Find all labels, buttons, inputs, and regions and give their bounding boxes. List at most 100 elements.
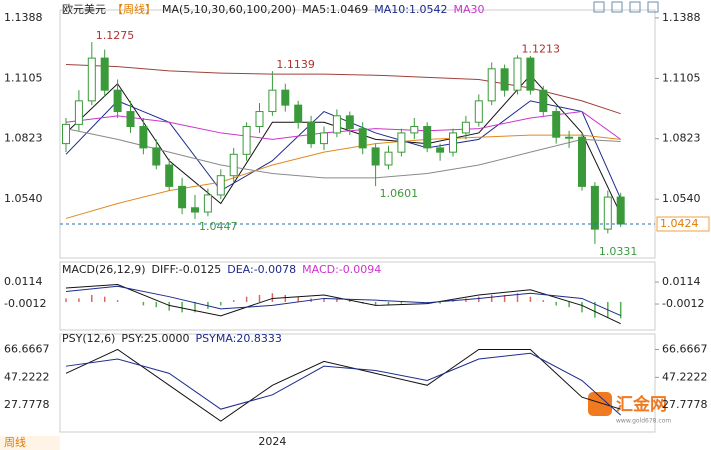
- candle-body: [565, 136, 574, 139]
- candle-body: [320, 132, 328, 145]
- moving-average: [65, 100, 622, 199]
- candle-body: [616, 196, 625, 225]
- candle-body: [578, 136, 586, 187]
- legend-entry: MA(5,10,30,60,100,200): [162, 3, 297, 16]
- low-label: 1.0331: [599, 245, 638, 258]
- y-tick-label: 1.0540: [4, 192, 43, 205]
- y-tick-label: 1.1105: [4, 71, 43, 84]
- legend-entry: DIFF:-0.0125: [151, 263, 222, 276]
- y-tick-label: 1.0823: [662, 132, 701, 145]
- candle-body: [552, 111, 561, 138]
- macd-header: MACD(26,12,9) DIFF:-0.0125 DEA:-0.0078 MACD…: [62, 263, 387, 276]
- legend-entry: PSYMA:20.8333: [195, 332, 282, 345]
- candle-body: [487, 68, 496, 102]
- candle-body: [539, 89, 548, 113]
- y-tick-label: 27.7778: [662, 398, 708, 411]
- high-label: 1.1275: [96, 29, 135, 42]
- dif-line: [65, 283, 621, 325]
- candle-body: [255, 111, 264, 128]
- candle-body: [474, 100, 483, 123]
- y-tick-label: 47.2222: [662, 370, 708, 383]
- psy-header: PSY(12,6) PSY:25.0000 PSYMA:20.8333: [62, 332, 288, 345]
- candle-body: [178, 185, 187, 209]
- main-panel: [59, 9, 656, 259]
- low-label: 1.0447: [199, 220, 238, 233]
- y-tick-label: 66.6667: [4, 342, 50, 355]
- psyma-line: [65, 352, 622, 416]
- last-price-label: 1.0424: [660, 217, 699, 230]
- last-price-box: [656, 216, 710, 232]
- y-tick-label: 0.0114: [4, 275, 43, 288]
- candle-body: [526, 57, 535, 91]
- candle-body: [603, 196, 612, 230]
- candle-body: [87, 57, 96, 102]
- high-label: 1.1213: [522, 42, 561, 55]
- macd-panel: [59, 261, 656, 331]
- candle-body: [423, 126, 432, 149]
- main-header: 欧元美元 【周线】 MA(5,10,30,60,100,200) MA5:1.0469…: [62, 1, 491, 17]
- footer: 周线: [4, 435, 26, 449]
- moving-average: [65, 134, 621, 219]
- y-tick-label: 1.1388: [662, 11, 701, 24]
- high-label: 1.1139: [276, 58, 315, 71]
- candle-body: [307, 121, 316, 145]
- candle-body: [294, 104, 303, 123]
- candle-body: [397, 132, 406, 153]
- candle-body: [332, 115, 341, 134]
- candle-body: [513, 57, 522, 91]
- candle-body: [449, 132, 457, 153]
- candle-body: [152, 147, 161, 166]
- legend-entry: MA10:1.0542: [374, 3, 448, 16]
- y-tick-label: 1.1105: [662, 71, 701, 84]
- legend-entry: DEA:-0.0078: [227, 263, 297, 276]
- candle-body: [165, 164, 174, 187]
- footer-bg: [0, 436, 60, 450]
- y-tick-label: 1.0540: [662, 192, 701, 205]
- candle-body: [74, 100, 83, 125]
- y-tick-label: 1.0823: [4, 132, 43, 145]
- candle-body: [268, 89, 277, 113]
- candle-body: [410, 126, 419, 134]
- candle-body: [139, 126, 148, 149]
- moving-average: [65, 74, 622, 215]
- x-tick-label: 2024: [258, 435, 286, 448]
- candle-body: [242, 126, 251, 155]
- y-tick-label: -0.0012: [662, 297, 704, 310]
- candle-body: [384, 151, 393, 166]
- moving-average: [65, 64, 621, 115]
- candle-body: [436, 147, 445, 153]
- candle-body: [345, 115, 354, 130]
- y-tick-label: 47.2222: [4, 370, 50, 383]
- legend-entry: MA5:1.0469: [302, 3, 369, 16]
- dea-line: [65, 285, 621, 316]
- candle-body: [126, 111, 135, 128]
- watermark-logo: [588, 392, 612, 416]
- candle-body: [461, 121, 470, 134]
- candle-body: [371, 147, 380, 166]
- watermark: 汇金网: [616, 394, 667, 415]
- candle-body: [500, 68, 509, 91]
- low-label: 1.0601: [380, 187, 419, 200]
- toolbar[interactable]: [593, 1, 659, 13]
- y-tick-label: 27.7778: [4, 398, 50, 411]
- y-tick-label: 66.6667: [662, 342, 708, 355]
- candle-body: [113, 89, 122, 113]
- legend-entry: MACD:-0.0094: [302, 263, 382, 276]
- watermark-url: www.gold678.com: [616, 418, 671, 425]
- candle-body: [590, 185, 599, 230]
- y-tick-label: 0.0114: [662, 275, 701, 288]
- candle-body: [229, 153, 238, 177]
- legend-entry: PSY(12,6): [62, 332, 116, 345]
- candle-body: [358, 128, 367, 149]
- psy-panel: [59, 333, 656, 433]
- y-tick-label: -0.0012: [4, 297, 46, 310]
- y-tick-label: 1.1388: [4, 11, 43, 24]
- legend-entry: MACD(26,12,9): [62, 263, 146, 276]
- psy-line: [65, 348, 621, 422]
- legend-entry: 【周线】: [112, 3, 156, 16]
- legend-entry: PSY:25.0000: [121, 332, 190, 345]
- candle-body: [281, 89, 290, 106]
- candle-body: [191, 207, 199, 213]
